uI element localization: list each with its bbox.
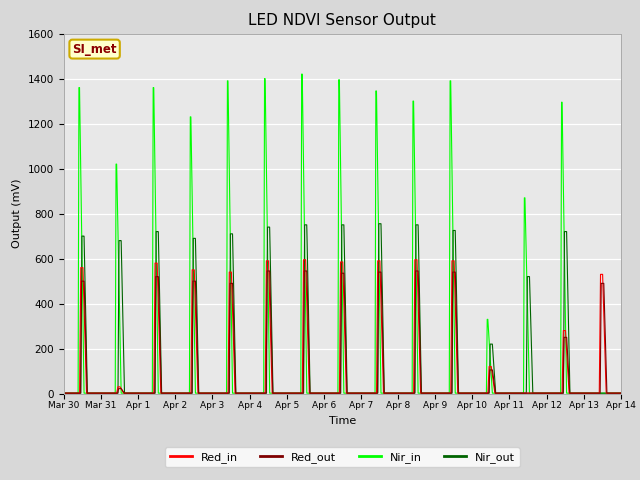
- Line: Red_out: Red_out: [64, 271, 621, 393]
- Nir_out: [615, 390, 623, 396]
- Nir_in: [179, 390, 187, 396]
- Red_in: [419, 390, 427, 396]
- Red_out: [263, 268, 271, 274]
- Nir_out: [173, 390, 181, 396]
- Legend: Red_in, Red_out, Nir_in, Nir_out: Red_in, Red_out, Nir_in, Nir_out: [165, 447, 520, 467]
- Text: SI_met: SI_met: [72, 43, 117, 56]
- Red_out: [60, 390, 68, 396]
- Line: Red_in: Red_in: [64, 260, 621, 393]
- Nir_in: [615, 390, 623, 396]
- Red_out: [269, 382, 276, 388]
- Nir_out: [375, 221, 383, 227]
- Red_out: [179, 390, 187, 396]
- Nir_in: [499, 390, 506, 396]
- X-axis label: Time: Time: [329, 416, 356, 426]
- Nir_in: [419, 390, 427, 396]
- Red_out: [419, 390, 427, 396]
- Red_in: [179, 390, 187, 396]
- Title: LED NDVI Sensor Output: LED NDVI Sensor Output: [248, 13, 436, 28]
- Nir_in: [617, 390, 625, 396]
- Nir_out: [179, 390, 187, 396]
- Red_out: [173, 390, 181, 396]
- Nir_in: [173, 390, 181, 396]
- Line: Nir_in: Nir_in: [64, 74, 621, 393]
- Red_out: [617, 390, 625, 396]
- Nir_in: [60, 390, 68, 396]
- Nir_out: [499, 390, 506, 396]
- Line: Nir_out: Nir_out: [64, 224, 621, 393]
- Nir_out: [419, 390, 427, 396]
- Nir_in: [298, 71, 305, 77]
- Red_out: [615, 390, 623, 396]
- Red_in: [499, 390, 506, 396]
- Red_in: [60, 390, 68, 396]
- Red_in: [269, 390, 276, 396]
- Red_in: [300, 257, 307, 263]
- Nir_out: [617, 390, 625, 396]
- Nir_out: [269, 365, 276, 371]
- Red_in: [173, 390, 181, 396]
- Nir_in: [269, 390, 276, 396]
- Nir_out: [60, 390, 68, 396]
- Red_in: [617, 390, 625, 396]
- Red_in: [615, 390, 623, 396]
- Red_out: [499, 390, 506, 396]
- Y-axis label: Output (mV): Output (mV): [12, 179, 22, 248]
